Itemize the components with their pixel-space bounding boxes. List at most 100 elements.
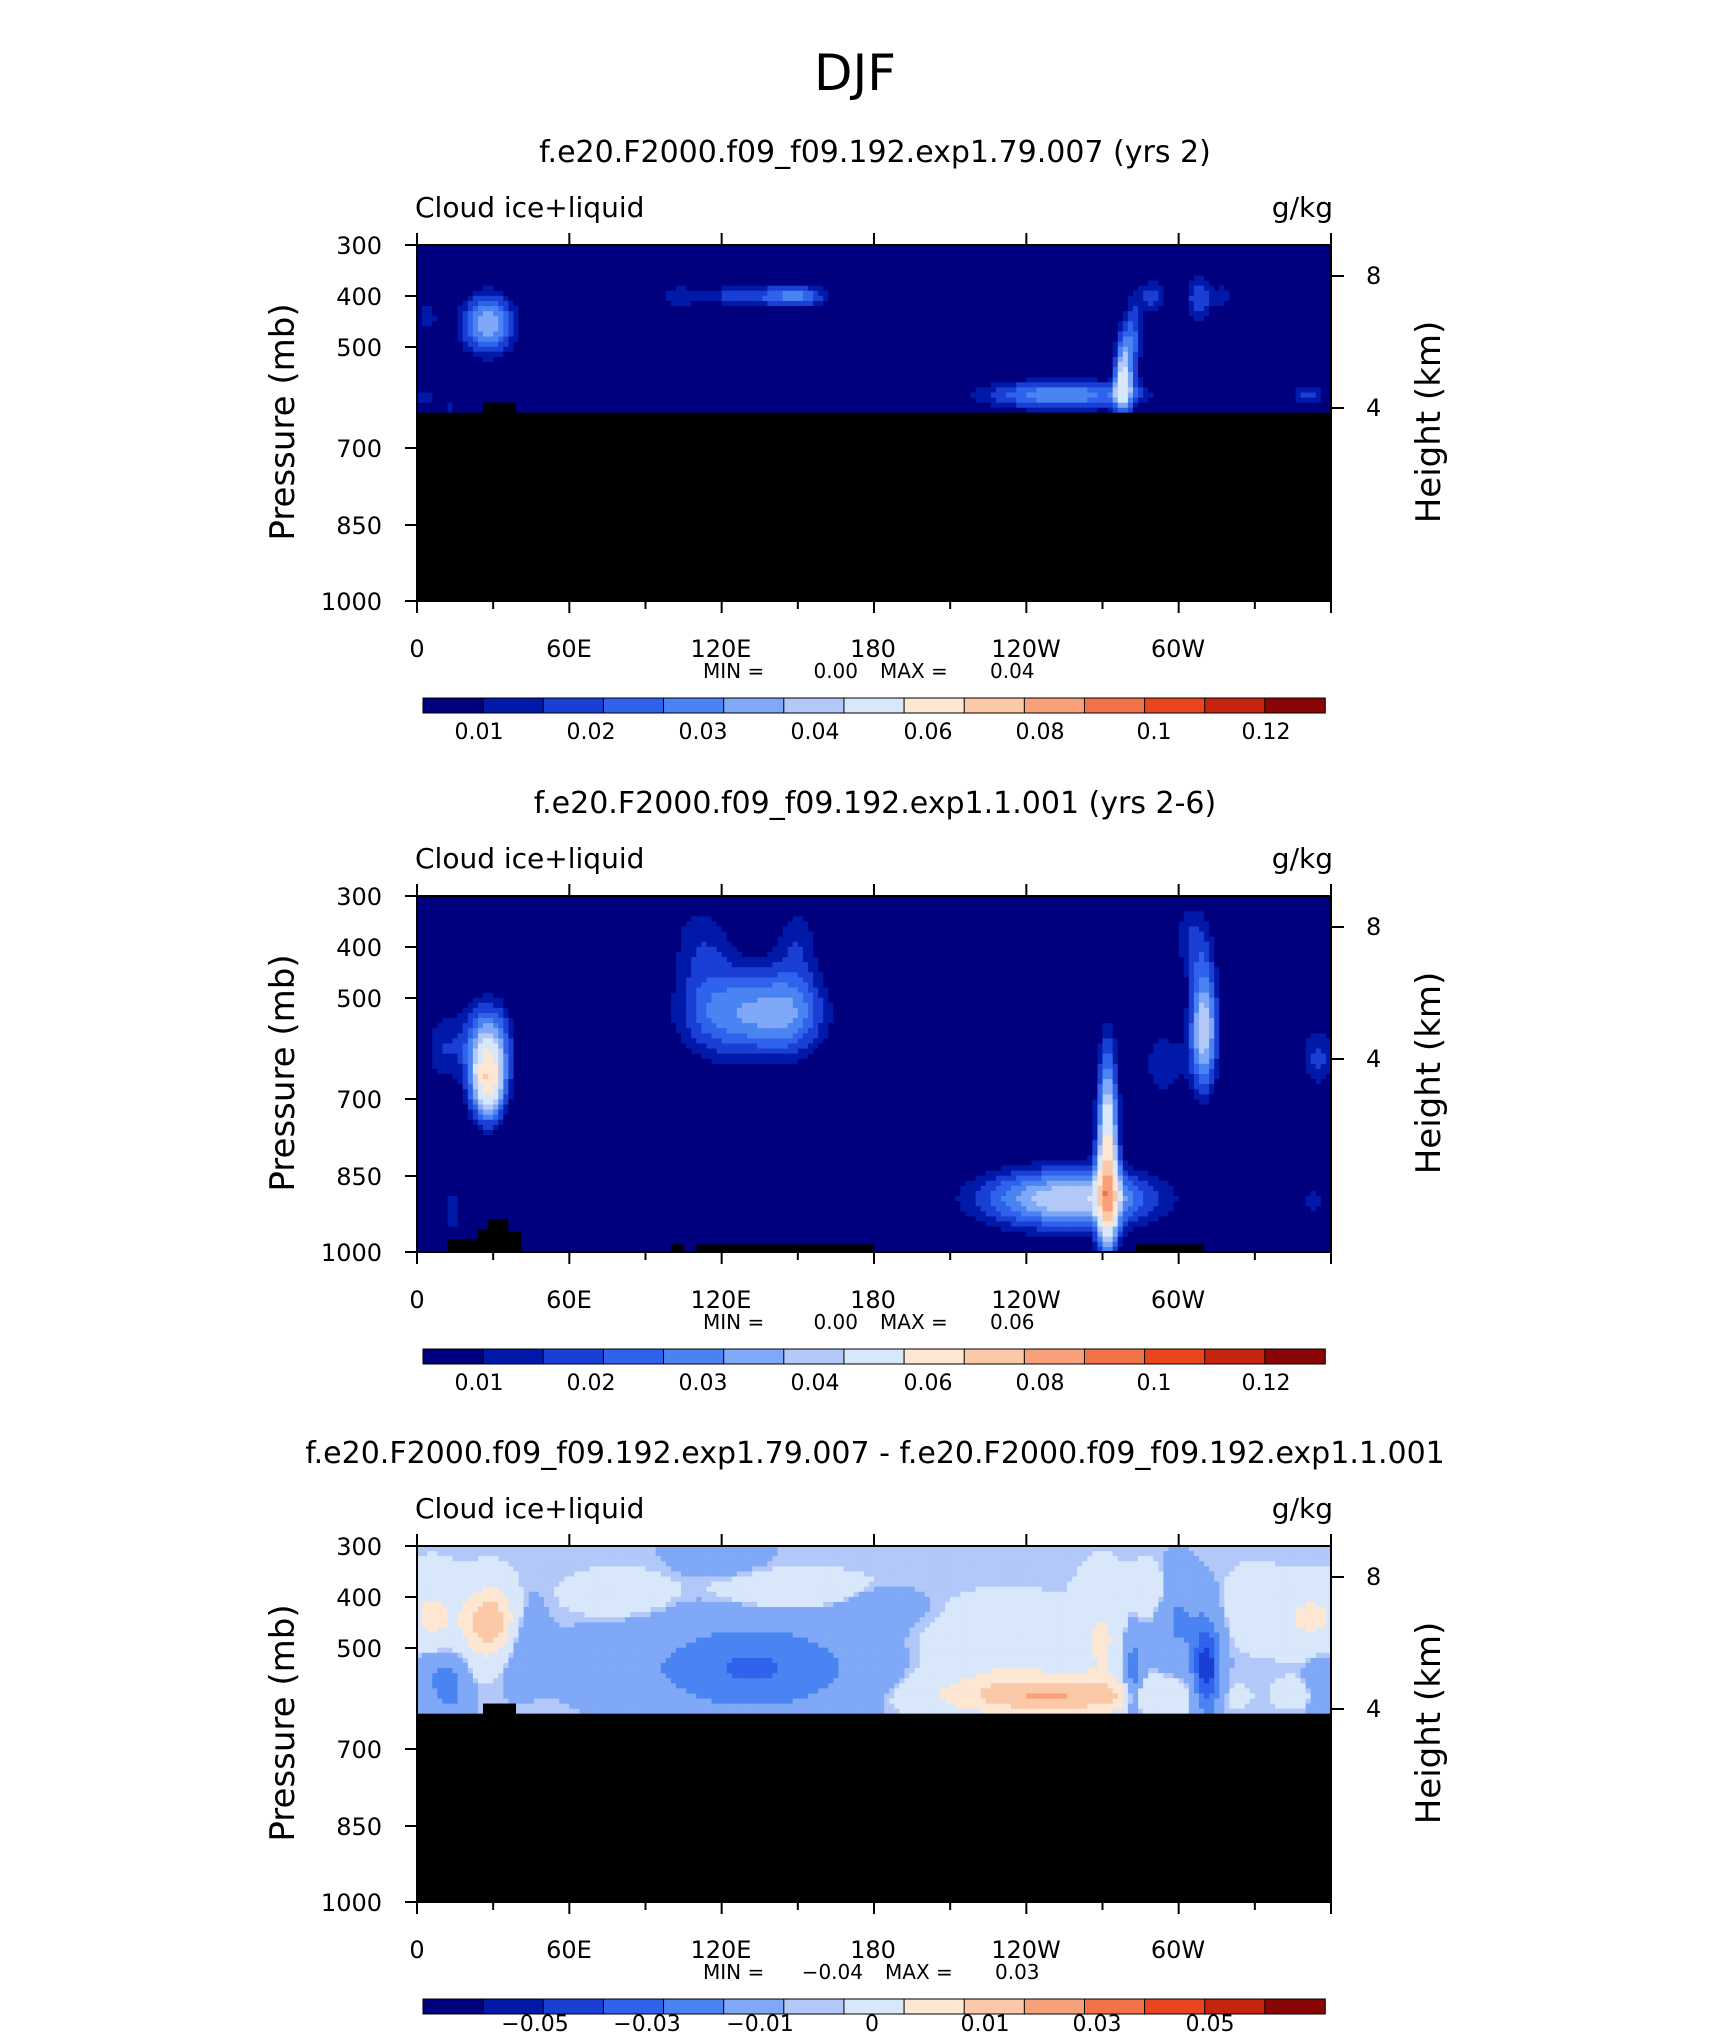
contour-cell (1031, 367, 1038, 373)
contour-cell (955, 341, 961, 348)
contour-cell (716, 275, 723, 282)
contour-cell (995, 265, 1002, 272)
contour-cell (635, 321, 642, 327)
contour-cell (929, 270, 936, 277)
contour-cell (863, 311, 870, 317)
contour-cell (635, 270, 642, 277)
contour-cell (1219, 377, 1225, 383)
contour-cell (538, 331, 545, 338)
contour-cell (1011, 250, 1017, 256)
contour-cell (762, 255, 768, 261)
contour-cell (1122, 336, 1129, 343)
contour-cell (650, 311, 657, 317)
contour-cell (670, 372, 677, 378)
contour-cell (970, 336, 977, 343)
contour-cell (1021, 255, 1027, 261)
contour-cell (1046, 245, 1053, 251)
contour-cell (970, 245, 977, 251)
contour-cell (594, 306, 601, 312)
contour-cell (818, 367, 824, 373)
contour-cell (655, 367, 662, 373)
contour-cell (1082, 377, 1088, 383)
contour-cell (853, 306, 860, 312)
contour-cell (1138, 245, 1144, 251)
contour-cell (559, 356, 565, 363)
contour-cell (1026, 351, 1033, 358)
contour-cell (1270, 290, 1276, 297)
contour-cell (909, 311, 916, 317)
contour-cell (884, 316, 890, 322)
contour-cell (635, 265, 642, 272)
contour-cell (1127, 367, 1134, 373)
contour-cell (472, 377, 479, 383)
contour-cell (965, 285, 972, 292)
contour-cell (543, 316, 550, 322)
contour-cell (1264, 290, 1271, 297)
contour-cell (1295, 331, 1302, 338)
contour-cell (650, 290, 657, 297)
contour-cell (792, 336, 799, 343)
contour-cell (802, 331, 809, 338)
contour-cell (503, 311, 509, 317)
contour-cell (665, 321, 672, 327)
contour-cell (1244, 356, 1251, 363)
contour-cell (483, 331, 489, 338)
contour-cell (533, 377, 540, 383)
contour-cell (1214, 377, 1220, 383)
contour-cell (711, 382, 718, 388)
contour-cell (782, 250, 789, 256)
contour-cell (609, 346, 616, 353)
contour-cell (467, 326, 474, 333)
contour-cell (696, 265, 702, 272)
contour-cell (1000, 245, 1007, 251)
contour-cell (1092, 331, 1099, 338)
contour-cell (1178, 270, 1185, 277)
contour-cell (1173, 321, 1180, 327)
contour-cell (1143, 377, 1149, 383)
contour-cell (1087, 300, 1093, 307)
contour-cell (863, 280, 870, 287)
contour-cell (1214, 372, 1220, 378)
contour-cell (650, 316, 657, 322)
contour-cell (833, 275, 840, 282)
contour-cell (1300, 316, 1307, 322)
contour-cell (929, 331, 936, 338)
contour-cell (1204, 351, 1210, 358)
contour-cell (1320, 275, 1327, 282)
contour-cell (1244, 265, 1251, 272)
contour-cell (681, 336, 687, 343)
contour-cell (1143, 321, 1149, 327)
contour-cell (1072, 377, 1078, 383)
contour-cell (696, 295, 702, 302)
contour-cell (686, 377, 692, 383)
contour-cell (645, 331, 652, 338)
contour-cell (538, 346, 545, 353)
contour-cell (645, 336, 652, 343)
contour-cell (1127, 290, 1134, 297)
contour-cell (909, 316, 916, 322)
contour-cell (696, 326, 702, 333)
contour-cell (716, 346, 723, 353)
contour-cell (422, 290, 428, 297)
contour-cell (833, 377, 840, 383)
contour-cell (990, 351, 997, 358)
contour-cell (736, 331, 743, 338)
contour-cell (1275, 377, 1281, 383)
contour-cell (858, 331, 865, 338)
contour-cell (1148, 351, 1154, 358)
contour-cell (1097, 255, 1104, 261)
contour-cell (1285, 372, 1291, 378)
contour-cell (960, 346, 966, 353)
contour-cell (787, 341, 794, 348)
contour-cell (726, 372, 733, 378)
contour-cell (1229, 372, 1236, 378)
contour-cell (792, 346, 799, 353)
contour-cell (655, 245, 662, 251)
contour-cell (549, 377, 555, 383)
contour-cell (792, 295, 799, 302)
contour-cell (1056, 250, 1063, 256)
contour-cell (726, 367, 733, 373)
contour-cell (1016, 316, 1022, 322)
contour-cell (584, 336, 591, 343)
contour-cell (818, 280, 824, 287)
